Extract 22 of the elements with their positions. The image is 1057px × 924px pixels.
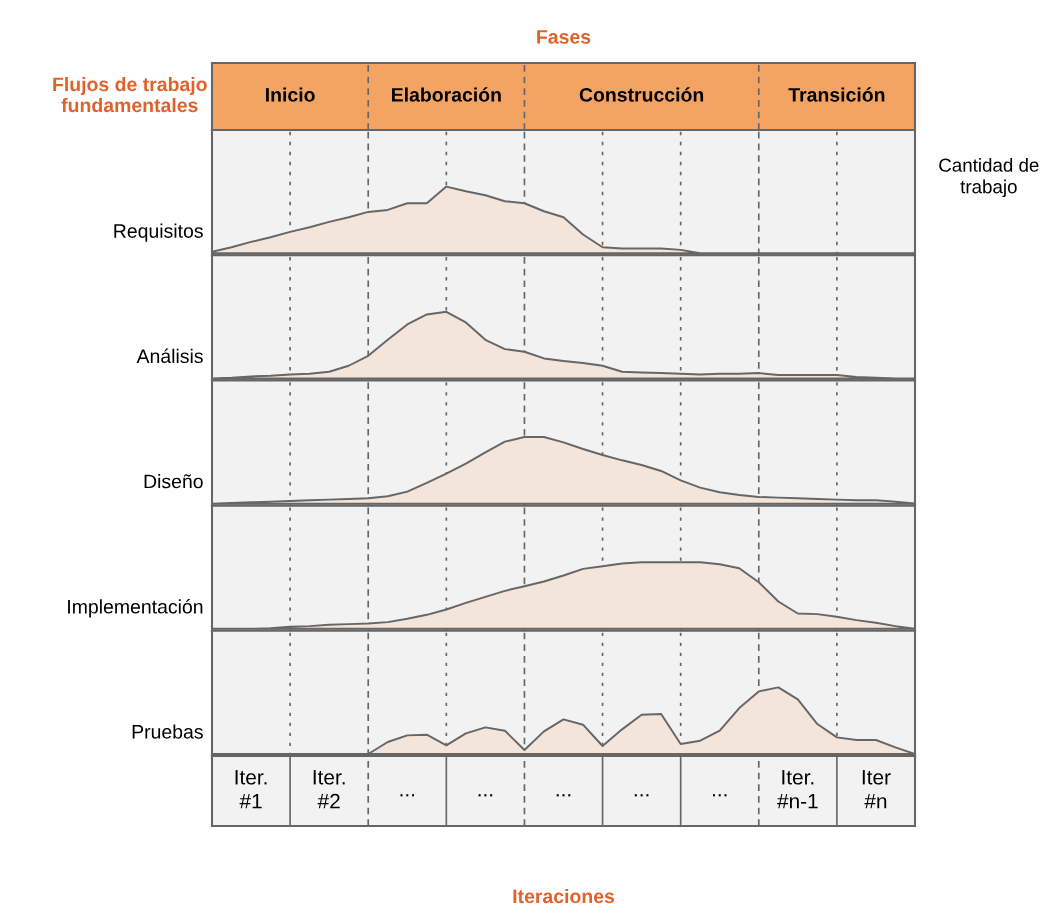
text: Construcción — [579, 87, 704, 102]
y-axis-title: Implementación — [68, 599, 203, 618]
text: Inicio — [266, 87, 315, 102]
text: Iteraciones — [513, 888, 615, 904]
text: Iter. #n-1 — [777, 770, 818, 809]
y-axis-title: Diseño — [144, 474, 203, 489]
text: ... — [634, 794, 649, 797]
text: ... — [712, 794, 727, 797]
text: ... — [400, 794, 415, 797]
y-axis-title: Análisis — [136, 348, 203, 364]
text: Iter #n — [862, 770, 891, 809]
text: Iter. #1 — [235, 770, 267, 809]
text: Transición — [788, 87, 885, 102]
y-axis-title: Pruebas — [132, 724, 203, 739]
text: Elaboración — [391, 87, 501, 102]
text: Cantidad de trabajo — [939, 158, 1039, 198]
text: Flujos de trabajo fundamentales — [53, 76, 207, 113]
y-axis-title: Requisitos — [114, 223, 203, 242]
text: Fases — [537, 30, 591, 44]
text: ... — [478, 794, 493, 797]
text: Iter. #2 — [313, 770, 345, 809]
text: ... — [556, 794, 571, 797]
